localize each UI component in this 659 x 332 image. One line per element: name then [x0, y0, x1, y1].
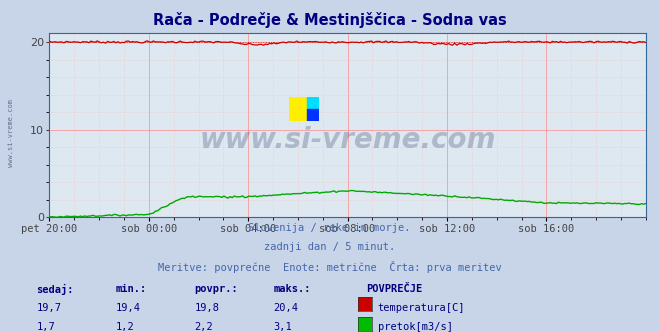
Text: min.:: min.: — [115, 284, 146, 294]
Text: temperatura[C]: temperatura[C] — [378, 303, 465, 313]
Text: 19,8: 19,8 — [194, 303, 219, 313]
Text: 1,7: 1,7 — [36, 322, 55, 332]
Text: 19,7: 19,7 — [36, 303, 61, 313]
Text: sedaj:: sedaj: — [36, 284, 74, 295]
Text: POVPREČJE: POVPREČJE — [366, 284, 422, 294]
Text: www.si-vreme.com: www.si-vreme.com — [8, 99, 14, 167]
Text: 1,2: 1,2 — [115, 322, 134, 332]
Polygon shape — [307, 97, 319, 109]
Text: www.si-vreme.com: www.si-vreme.com — [200, 126, 496, 154]
Polygon shape — [307, 109, 319, 121]
Text: 20,4: 20,4 — [273, 303, 299, 313]
Text: Meritve: povprečne  Enote: metrične  Črta: prva meritev: Meritve: povprečne Enote: metrične Črta:… — [158, 261, 501, 273]
Text: 19,4: 19,4 — [115, 303, 140, 313]
Text: 2,2: 2,2 — [194, 322, 213, 332]
Text: Rača - Podrečje & Mestinjščica - Sodna vas: Rača - Podrečje & Mestinjščica - Sodna v… — [153, 12, 506, 28]
Text: Slovenija / reke in morje.: Slovenija / reke in morje. — [248, 223, 411, 233]
Text: maks.:: maks.: — [273, 284, 311, 294]
Text: pretok[m3/s]: pretok[m3/s] — [378, 322, 453, 332]
Polygon shape — [289, 97, 307, 121]
Text: 3,1: 3,1 — [273, 322, 292, 332]
Text: zadnji dan / 5 minut.: zadnji dan / 5 minut. — [264, 242, 395, 252]
Text: povpr.:: povpr.: — [194, 284, 238, 294]
